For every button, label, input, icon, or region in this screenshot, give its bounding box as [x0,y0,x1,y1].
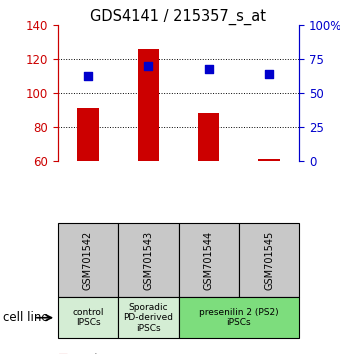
Bar [58,223,118,297]
Bar [118,223,178,297]
Bar [138,48,159,161]
Text: control
IPSCs: control IPSCs [72,308,104,327]
Text: presenilin 2 (PS2)
iPSCs: presenilin 2 (PS2) iPSCs [199,308,279,327]
Point [266,72,272,77]
Bar [239,223,299,297]
Bar [78,108,99,161]
Bar [198,113,219,161]
Point [85,73,91,79]
Point [206,66,211,72]
Bar [118,297,178,338]
Bar [178,223,239,297]
Text: GSM701542: GSM701542 [83,230,93,290]
Title: GDS4141 / 215357_s_at: GDS4141 / 215357_s_at [90,8,267,25]
Bar [58,297,118,338]
Bar [178,297,299,338]
Text: GSM701544: GSM701544 [204,230,214,290]
Text: cell line: cell line [3,311,49,324]
Text: ■: ■ [58,353,68,354]
Bar [258,159,279,161]
Text: count: count [70,353,99,354]
Text: Sporadic
PD-derived
iPSCs: Sporadic PD-derived iPSCs [123,303,173,333]
Text: GSM701545: GSM701545 [264,230,274,290]
Text: GSM701543: GSM701543 [143,230,153,290]
Point [146,63,151,68]
